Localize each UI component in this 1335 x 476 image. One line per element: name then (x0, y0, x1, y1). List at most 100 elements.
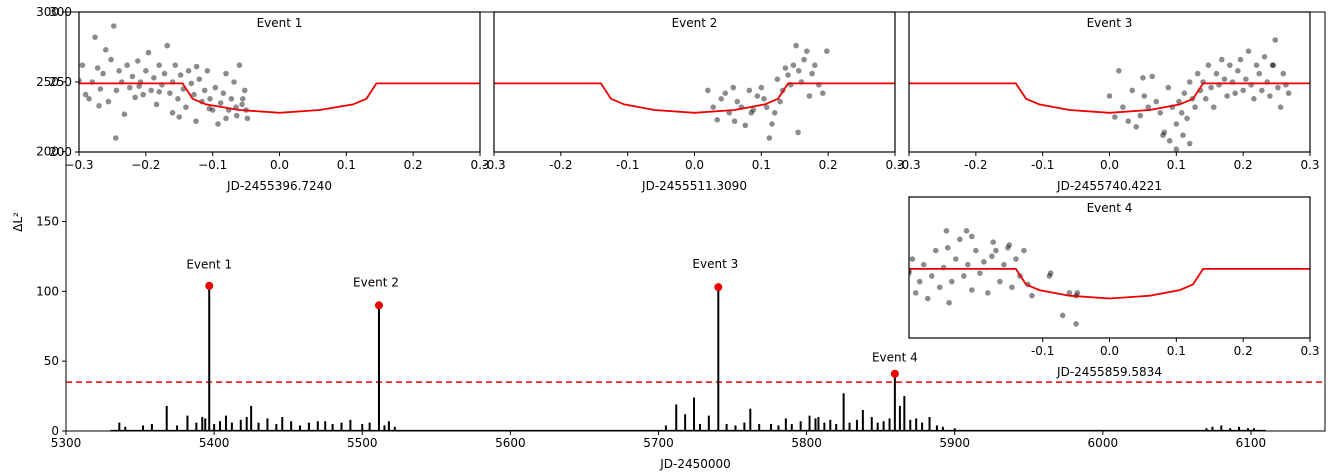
inset-x-tick-label: -0.1 (616, 158, 639, 172)
data-point (809, 70, 815, 77)
data-point (217, 100, 224, 106)
data-point (196, 76, 203, 82)
data-point (1272, 37, 1279, 43)
data-point (1277, 104, 1284, 110)
data-point (1218, 56, 1225, 63)
y-tick-label: 0 (51, 424, 59, 438)
inset-title: Event 2 (672, 16, 718, 30)
data-point (795, 68, 802, 74)
data-point (969, 287, 975, 293)
inset-x-tick-label: 0.2 (819, 158, 838, 172)
data-point (239, 101, 245, 108)
x-tick-label: 5500 (347, 436, 378, 450)
data-point (961, 273, 967, 279)
inset-content (909, 37, 1310, 152)
inset-title: Event 1 (257, 16, 303, 30)
inset-x-tick-label: −0.1 (198, 158, 227, 172)
data-point (79, 62, 86, 68)
data-point (100, 70, 106, 77)
data-point (1013, 256, 1019, 262)
data-point (1184, 115, 1190, 122)
y-tick-label: 150 (36, 215, 59, 229)
data-point (220, 90, 227, 96)
data-point (714, 117, 721, 123)
data-point (912, 290, 919, 296)
data-point (1176, 98, 1182, 105)
data-point (1001, 261, 1007, 268)
inset-x-tick-label: 0.0 (1100, 344, 1119, 358)
data-point (1021, 247, 1027, 254)
data-point (803, 48, 810, 54)
data-point (997, 278, 1003, 285)
inset-x-tick-label: 0.2 (1234, 158, 1253, 172)
data-point (206, 105, 213, 112)
data-point (734, 98, 741, 105)
inset-y-tick-label: 200 (49, 145, 72, 159)
data-point (750, 107, 757, 113)
inset-y-tick-label: 300 (49, 5, 72, 19)
inset-x-axis-title: JD-2455740.4221 (1056, 179, 1162, 193)
event-marker (205, 281, 214, 290)
data-point (209, 107, 216, 113)
data-point (924, 295, 931, 302)
data-point (928, 273, 935, 279)
model-curve (79, 82, 480, 114)
inset-title: Event 4 (1087, 201, 1133, 215)
inset-x-tick-label: 0.1 (1167, 158, 1186, 172)
data-point (977, 270, 983, 276)
y-tick-label: 300 (36, 5, 59, 19)
data-point (820, 90, 826, 96)
inset-background (494, 12, 895, 152)
data-point (124, 62, 130, 68)
data-point (1173, 121, 1180, 127)
x-tick-label: 6000 (1088, 436, 1119, 450)
data-point (916, 278, 923, 285)
data-point (94, 65, 101, 71)
data-point (1235, 68, 1241, 74)
data-point (215, 121, 221, 127)
event-label: Event 3 (692, 257, 738, 271)
data-point (164, 42, 171, 49)
data-point (148, 87, 154, 94)
data-point (1059, 312, 1066, 319)
data-point (129, 73, 136, 80)
data-point (212, 84, 219, 91)
data-point (936, 284, 943, 291)
data-point (761, 96, 767, 102)
model-curve (909, 268, 1310, 300)
data-point (1106, 93, 1113, 99)
main-plot: Event 1 Event 2 Event 3 Event 4 5300 5400 5500… (11, 5, 1326, 471)
inset-x-tick-label: 0.0 (1100, 158, 1119, 172)
data-point (145, 49, 152, 56)
y-tick-label: 50 (44, 354, 59, 368)
y-tick-label: 200 (36, 145, 59, 159)
data-point (705, 87, 711, 94)
data-point (1269, 62, 1276, 68)
data-point (1210, 104, 1217, 110)
data-point (172, 62, 179, 68)
data-point (774, 76, 781, 82)
data-point (1009, 284, 1015, 291)
inset-x-tick-label: 0.3 (1300, 344, 1319, 358)
data-point (1180, 132, 1186, 138)
data-point (909, 270, 912, 276)
inset-x-tick-label: 0.0 (685, 158, 704, 172)
inset-title: Event 3 (1087, 16, 1133, 30)
inset-event-4: Event 4 -0.1 0.0 0.1 0.2 0.3 JD-2455859.5834 (908, 196, 1320, 379)
data-point (948, 278, 955, 285)
data-point (169, 110, 176, 116)
data-point (763, 104, 770, 110)
data-point (97, 86, 104, 92)
data-point (742, 122, 749, 129)
inset-x-tick-label: -0.1 (1031, 158, 1054, 172)
data-point (1074, 290, 1081, 296)
data-point (135, 58, 141, 64)
data-point (108, 56, 114, 63)
inset-x-tick-label: -0.2 (549, 158, 572, 172)
data-point (985, 290, 991, 296)
data-point (1192, 104, 1198, 110)
data-point (793, 42, 799, 49)
data-point (1125, 118, 1132, 124)
data-point (193, 118, 199, 124)
